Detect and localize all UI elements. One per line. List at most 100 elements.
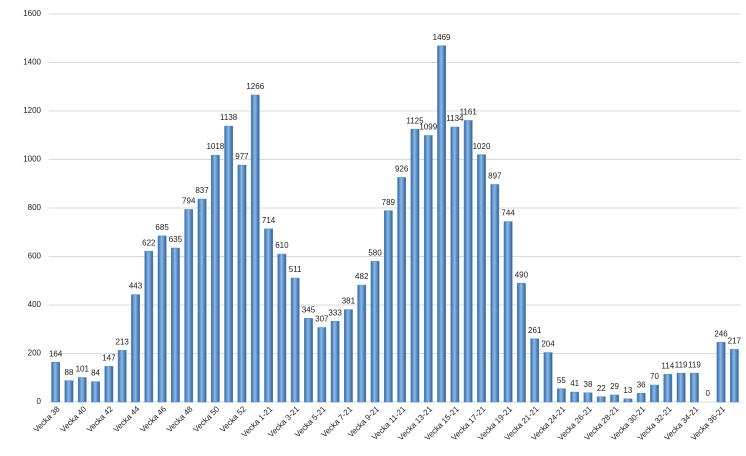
value-label: 119 (688, 360, 701, 369)
bar (503, 221, 513, 403)
value-label: 119 (675, 360, 688, 369)
value-label: 41 (570, 379, 579, 388)
bar (237, 164, 247, 403)
value-label: 345 (302, 305, 316, 314)
value-label: 13 (623, 386, 632, 395)
bar (650, 384, 659, 403)
bar (623, 398, 633, 403)
bar (676, 372, 686, 403)
y-tick-label: 1400 (23, 58, 41, 67)
bar (77, 377, 87, 403)
value-label: 1469 (433, 33, 451, 42)
value-label: 29 (610, 382, 619, 391)
bar (556, 388, 566, 403)
bar (317, 327, 327, 403)
bar (264, 228, 273, 403)
bar (463, 120, 473, 403)
bar (437, 45, 446, 403)
bar (330, 320, 340, 403)
value-label: 1125 (406, 116, 424, 125)
value-label: 114 (661, 361, 674, 370)
bar (583, 392, 593, 403)
bar (716, 342, 726, 403)
y-tick-label: 1600 (23, 9, 41, 18)
bar (304, 318, 313, 403)
x-tick-label: Vecka 42 (85, 404, 115, 434)
bar (64, 380, 74, 403)
value-label: 333 (328, 308, 342, 317)
bar (397, 177, 407, 403)
value-label: 580 (368, 248, 382, 257)
x-tick-label: Vecka 50 (192, 404, 222, 434)
value-label: 36 (637, 380, 646, 389)
bar (51, 361, 61, 403)
value-label: 246 (714, 329, 728, 338)
value-label: 307 (315, 315, 329, 324)
bar (570, 391, 580, 403)
bar (117, 350, 127, 403)
bar (277, 253, 287, 403)
y-tick-label: 600 (28, 252, 42, 261)
bar (450, 126, 460, 403)
bar (250, 94, 260, 403)
value-label: 84 (91, 369, 100, 378)
y-tick-label: 800 (28, 203, 42, 212)
y-tick-label: 400 (28, 300, 42, 309)
value-label: 1161 (460, 108, 478, 117)
value-label: 1018 (206, 142, 224, 151)
value-label: 38 (584, 380, 593, 389)
value-label: 714 (262, 216, 276, 225)
value-label: 217 (728, 336, 742, 345)
value-label: 1266 (246, 82, 264, 91)
value-label: 70 (650, 372, 659, 381)
value-label: 55 (557, 376, 566, 385)
value-label: 22 (597, 384, 606, 393)
bar (410, 128, 420, 403)
value-label: 837 (195, 186, 209, 195)
x-tick-label: Vecka 44 (112, 404, 142, 434)
x-tick-label: Vecka 40 (59, 404, 89, 434)
bar (224, 125, 234, 403)
value-label: 381 (342, 297, 356, 306)
bar (636, 393, 646, 403)
value-label: 1020 (473, 142, 491, 151)
bar (370, 261, 380, 403)
value-label: 482 (355, 272, 369, 281)
bar (144, 250, 154, 403)
bar (357, 284, 367, 403)
bar (91, 381, 100, 403)
value-label: 622 (142, 238, 156, 247)
value-label: 635 (169, 235, 183, 244)
y-tick-label: 200 (28, 349, 42, 358)
value-label: 88 (65, 368, 74, 377)
value-label: 213 (116, 337, 130, 346)
value-label: 1099 (419, 123, 437, 132)
bar (610, 394, 619, 403)
bar (197, 198, 207, 403)
bar (477, 154, 486, 403)
value-label: 794 (182, 197, 196, 206)
bar (290, 277, 300, 403)
value-label: 261 (528, 326, 542, 335)
y-tick-label: 0 (37, 397, 42, 406)
bar (184, 209, 194, 403)
bar (171, 247, 180, 403)
value-label: 897 (488, 172, 502, 181)
bar (729, 349, 739, 403)
value-label: 443 (129, 282, 143, 291)
bar (423, 135, 433, 403)
value-label: 511 (289, 265, 302, 274)
bar (344, 309, 353, 403)
x-tick-label: Vecka 46 (138, 404, 168, 434)
y-tick-label: 1000 (23, 155, 41, 164)
value-label: 977 (235, 152, 249, 161)
bar (690, 372, 699, 403)
value-label: 789 (382, 198, 396, 207)
bar (490, 184, 500, 403)
value-label: 610 (275, 241, 289, 250)
y-tick-label: 1200 (23, 106, 41, 115)
value-label: 164 (49, 349, 63, 358)
bar (517, 282, 526, 403)
value-label: 0 (706, 389, 711, 398)
